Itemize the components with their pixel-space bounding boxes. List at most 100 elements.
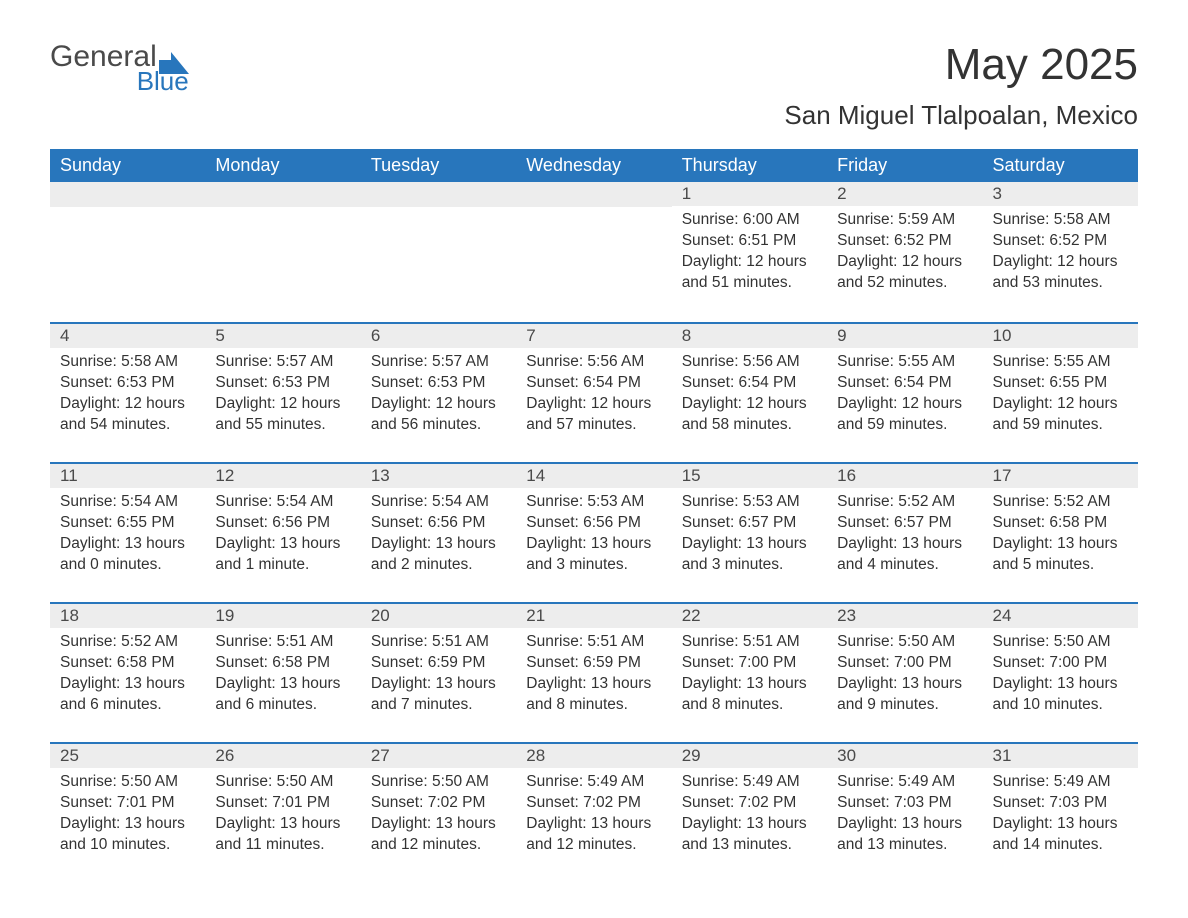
calendar-cell: 10Sunrise: 5:55 AMSunset: 6:55 PMDayligh… [983,322,1138,462]
calendar-cell: 27Sunrise: 5:50 AMSunset: 7:02 PMDayligh… [361,742,516,882]
daylight-line: Daylight: 13 hours and 7 minutes. [371,674,506,716]
day-details: Sunrise: 5:49 AMSunset: 7:03 PMDaylight:… [983,768,1138,866]
sunrise-line: Sunrise: 5:51 AM [215,632,350,653]
sunrise-line: Sunrise: 5:56 AM [682,352,817,373]
calendar-week: 18Sunrise: 5:52 AMSunset: 6:58 PMDayligh… [50,602,1138,742]
day-number: 28 [516,742,671,768]
daylight-line: Daylight: 12 hours and 58 minutes. [682,394,817,436]
sunrise-line: Sunrise: 5:56 AM [526,352,661,373]
sunset-line: Sunset: 7:02 PM [682,793,817,814]
calendar-cell [516,182,671,322]
daylight-line: Daylight: 13 hours and 3 minutes. [526,534,661,576]
day-details: Sunrise: 5:52 AMSunset: 6:58 PMDaylight:… [50,628,205,726]
calendar-cell: 11Sunrise: 5:54 AMSunset: 6:55 PMDayligh… [50,462,205,602]
day-number: 6 [361,322,516,348]
sunset-line: Sunset: 7:00 PM [682,653,817,674]
title-block: May 2025 San Miguel Tlalpoalan, Mexico [784,40,1138,131]
daylight-line: Daylight: 13 hours and 4 minutes. [837,534,972,576]
sunset-line: Sunset: 6:51 PM [682,231,817,252]
logo-text-blue: Blue [137,66,189,96]
sunrise-line: Sunrise: 5:58 AM [60,352,195,373]
page-header: General Blue May 2025 San Miguel Tlalpoa… [50,40,1138,131]
day-header-row: SundayMondayTuesdayWednesdayThursdayFrid… [50,149,1138,182]
empty-day-bar [50,182,205,207]
sunset-line: Sunset: 7:01 PM [60,793,195,814]
sunrise-line: Sunrise: 5:54 AM [371,492,506,513]
sunset-line: Sunset: 6:52 PM [993,231,1128,252]
calendar-cell: 16Sunrise: 5:52 AMSunset: 6:57 PMDayligh… [827,462,982,602]
sunset-line: Sunset: 7:02 PM [526,793,661,814]
day-details: Sunrise: 5:53 AMSunset: 6:56 PMDaylight:… [516,488,671,586]
calendar-table: SundayMondayTuesdayWednesdayThursdayFrid… [50,149,1138,882]
sunrise-line: Sunrise: 5:50 AM [371,772,506,793]
calendar-cell: 13Sunrise: 5:54 AMSunset: 6:56 PMDayligh… [361,462,516,602]
day-number: 20 [361,602,516,628]
sunset-line: Sunset: 7:00 PM [993,653,1128,674]
calendar-week: 1Sunrise: 6:00 AMSunset: 6:51 PMDaylight… [50,182,1138,322]
sunrise-line: Sunrise: 5:57 AM [215,352,350,373]
day-number: 12 [205,462,360,488]
calendar-cell: 3Sunrise: 5:58 AMSunset: 6:52 PMDaylight… [983,182,1138,322]
sunrise-line: Sunrise: 5:50 AM [837,632,972,653]
day-details: Sunrise: 5:55 AMSunset: 6:55 PMDaylight:… [983,348,1138,446]
calendar-cell: 15Sunrise: 5:53 AMSunset: 6:57 PMDayligh… [672,462,827,602]
calendar-cell: 7Sunrise: 5:56 AMSunset: 6:54 PMDaylight… [516,322,671,462]
sunrise-line: Sunrise: 5:52 AM [60,632,195,653]
day-number: 4 [50,322,205,348]
calendar-cell: 8Sunrise: 5:56 AMSunset: 6:54 PMDaylight… [672,322,827,462]
daylight-line: Daylight: 13 hours and 9 minutes. [837,674,972,716]
sunset-line: Sunset: 7:00 PM [837,653,972,674]
day-header-friday: Friday [827,149,982,182]
day-details: Sunrise: 5:56 AMSunset: 6:54 PMDaylight:… [672,348,827,446]
day-details: Sunrise: 5:55 AMSunset: 6:54 PMDaylight:… [827,348,982,446]
daylight-line: Daylight: 13 hours and 5 minutes. [993,534,1128,576]
day-number: 19 [205,602,360,628]
day-details: Sunrise: 5:54 AMSunset: 6:56 PMDaylight:… [205,488,360,586]
day-header-tuesday: Tuesday [361,149,516,182]
month-title: May 2025 [784,40,1138,90]
daylight-line: Daylight: 13 hours and 10 minutes. [993,674,1128,716]
sunrise-line: Sunrise: 5:58 AM [993,210,1128,231]
empty-day-bar [361,182,516,207]
sunset-line: Sunset: 6:52 PM [837,231,972,252]
sunrise-line: Sunrise: 5:49 AM [682,772,817,793]
day-number: 10 [983,322,1138,348]
sunset-line: Sunset: 6:53 PM [215,373,350,394]
sunset-line: Sunset: 6:58 PM [993,513,1128,534]
day-number: 14 [516,462,671,488]
calendar-cell: 4Sunrise: 5:58 AMSunset: 6:53 PMDaylight… [50,322,205,462]
day-details: Sunrise: 5:54 AMSunset: 6:56 PMDaylight:… [361,488,516,586]
day-header-monday: Monday [205,149,360,182]
day-number: 22 [672,602,827,628]
day-number: 7 [516,322,671,348]
calendar-cell: 12Sunrise: 5:54 AMSunset: 6:56 PMDayligh… [205,462,360,602]
day-number: 18 [50,602,205,628]
sunset-line: Sunset: 6:55 PM [60,513,195,534]
calendar-cell [205,182,360,322]
daylight-line: Daylight: 13 hours and 10 minutes. [60,814,195,856]
day-details: Sunrise: 5:58 AMSunset: 6:53 PMDaylight:… [50,348,205,446]
sunrise-line: Sunrise: 5:50 AM [993,632,1128,653]
daylight-line: Daylight: 13 hours and 6 minutes. [60,674,195,716]
day-details: Sunrise: 5:49 AMSunset: 7:02 PMDaylight:… [672,768,827,866]
calendar-cell [50,182,205,322]
sunset-line: Sunset: 6:59 PM [526,653,661,674]
sunset-line: Sunset: 6:53 PM [60,373,195,394]
daylight-line: Daylight: 13 hours and 11 minutes. [215,814,350,856]
sunrise-line: Sunrise: 5:54 AM [60,492,195,513]
calendar-cell: 20Sunrise: 5:51 AMSunset: 6:59 PMDayligh… [361,602,516,742]
calendar-week: 11Sunrise: 5:54 AMSunset: 6:55 PMDayligh… [50,462,1138,602]
calendar-week: 4Sunrise: 5:58 AMSunset: 6:53 PMDaylight… [50,322,1138,462]
day-details: Sunrise: 5:49 AMSunset: 7:03 PMDaylight:… [827,768,982,866]
calendar-cell: 28Sunrise: 5:49 AMSunset: 7:02 PMDayligh… [516,742,671,882]
sunrise-line: Sunrise: 5:57 AM [371,352,506,373]
location-label: San Miguel Tlalpoalan, Mexico [784,100,1138,131]
day-number: 27 [361,742,516,768]
sunrise-line: Sunrise: 5:49 AM [837,772,972,793]
day-details: Sunrise: 5:50 AMSunset: 7:00 PMDaylight:… [827,628,982,726]
day-number: 13 [361,462,516,488]
sunrise-line: Sunrise: 5:51 AM [526,632,661,653]
day-details: Sunrise: 5:51 AMSunset: 6:58 PMDaylight:… [205,628,360,726]
logo: General Blue [50,40,189,97]
sunrise-line: Sunrise: 5:52 AM [993,492,1128,513]
